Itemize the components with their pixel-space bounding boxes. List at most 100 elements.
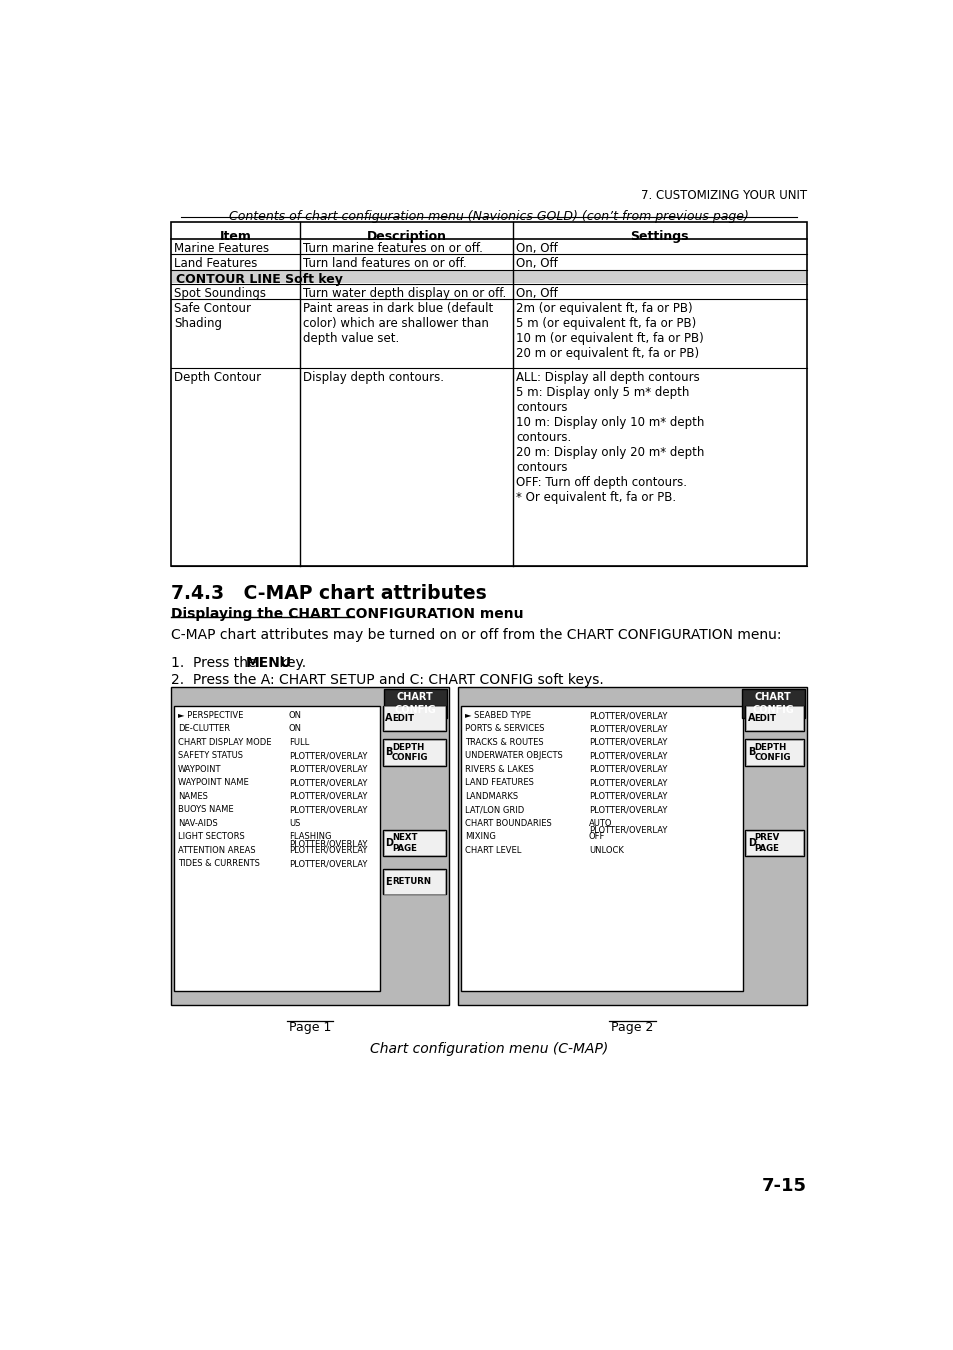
Bar bbox=[457, 687, 806, 1006]
Text: EDIT: EDIT bbox=[392, 714, 414, 722]
Bar bbox=[744, 706, 802, 732]
Text: D: D bbox=[385, 838, 393, 848]
Text: Contents of chart configuration menu (Navionics GOLD) (con’t from previous page): Contents of chart configuration menu (Na… bbox=[229, 209, 748, 223]
Text: Page 1: Page 1 bbox=[289, 1021, 331, 1034]
Text: On, Off: On, Off bbox=[516, 286, 558, 300]
Bar bbox=[745, 832, 802, 855]
Text: ► PERSPECTIVE: ► PERSPECTIVE bbox=[178, 711, 243, 720]
Text: Displaying the CHART CONFIGURATION menu: Displaying the CHART CONFIGURATION menu bbox=[171, 608, 523, 621]
Text: DEPTH
CONFIG: DEPTH CONFIG bbox=[392, 743, 428, 761]
Text: CHART
CONFIG: CHART CONFIG bbox=[394, 693, 436, 714]
Text: TIDES & CURRENTS: TIDES & CURRENTS bbox=[178, 859, 260, 868]
Bar bbox=[745, 740, 802, 765]
Text: CHART LEVEL: CHART LEVEL bbox=[464, 845, 520, 855]
Text: NAMES: NAMES bbox=[178, 792, 208, 801]
Text: PLOTTER/OVERLAY: PLOTTER/OVERLAY bbox=[289, 840, 367, 848]
Text: RETURN: RETURN bbox=[392, 878, 431, 886]
Text: Page 2: Page 2 bbox=[611, 1021, 653, 1034]
Text: LAT/LON GRID: LAT/LON GRID bbox=[464, 806, 523, 814]
Text: WAYPOINT NAME: WAYPOINT NAME bbox=[178, 779, 249, 787]
Text: Spot Soundings: Spot Soundings bbox=[174, 286, 266, 300]
Text: Turn marine features on or off.: Turn marine features on or off. bbox=[303, 242, 482, 255]
Bar bbox=[382, 869, 445, 894]
Text: B: B bbox=[747, 747, 755, 757]
Text: PORTS & SERVICES: PORTS & SERVICES bbox=[464, 725, 544, 733]
Text: 7. CUSTOMIZING YOUR UNIT: 7. CUSTOMIZING YOUR UNIT bbox=[639, 189, 806, 202]
Text: PLOTTER/OVERLAY: PLOTTER/OVERLAY bbox=[588, 792, 666, 801]
Text: PLOTTER/OVERLAY: PLOTTER/OVERLAY bbox=[588, 711, 666, 720]
Text: FULL: FULL bbox=[289, 738, 309, 747]
Text: CHART
CONFIG: CHART CONFIG bbox=[752, 693, 794, 714]
Text: ATTENTION AREAS: ATTENTION AREAS bbox=[178, 845, 255, 855]
Text: A: A bbox=[385, 713, 393, 724]
Text: FLASHING: FLASHING bbox=[289, 833, 331, 841]
Bar bbox=[383, 706, 444, 730]
Text: PLOTTER/OVERLAY: PLOTTER/OVERLAY bbox=[588, 826, 666, 834]
Text: 2.  Press the A: CHART SETUP and C: CHART CONFIG soft keys.: 2. Press the A: CHART SETUP and C: CHART… bbox=[171, 672, 603, 687]
Text: US: US bbox=[289, 819, 300, 828]
Text: On, Off: On, Off bbox=[516, 242, 558, 255]
Bar bbox=[383, 869, 444, 894]
Bar bbox=[382, 738, 445, 765]
Text: TRACKS & ROUTES: TRACKS & ROUTES bbox=[464, 738, 543, 747]
Text: RIVERS & LAKES: RIVERS & LAKES bbox=[464, 765, 534, 774]
Text: Depth Contour: Depth Contour bbox=[174, 371, 261, 385]
Text: WAYPOINT: WAYPOINT bbox=[178, 765, 221, 774]
Text: Turn water depth display on or off.: Turn water depth display on or off. bbox=[303, 286, 506, 300]
Text: 2m (or equivalent ft, fa or PB)
5 m (or equivalent ft, fa or PB)
10 m (or equiva: 2m (or equivalent ft, fa or PB) 5 m (or … bbox=[516, 302, 703, 360]
Text: PLOTTER/OVERLAY: PLOTTER/OVERLAY bbox=[588, 765, 666, 774]
Text: Chart configuration menu (C-MAP): Chart configuration menu (C-MAP) bbox=[370, 1042, 607, 1056]
Bar bbox=[382, 830, 445, 856]
Text: Paint areas in dark blue (default
color) which are shallower than
depth value se: Paint areas in dark blue (default color)… bbox=[303, 302, 493, 346]
Text: PLOTTER/OVERLAY: PLOTTER/OVERLAY bbox=[289, 792, 367, 801]
Text: UNLOCK: UNLOCK bbox=[588, 845, 623, 855]
Text: B: B bbox=[385, 747, 392, 757]
Bar bbox=[171, 221, 806, 566]
Text: PLOTTER/OVERLAY: PLOTTER/OVERLAY bbox=[289, 752, 367, 760]
Text: NAV-AIDS: NAV-AIDS bbox=[178, 819, 217, 828]
Bar bbox=[383, 688, 447, 718]
Bar bbox=[383, 832, 444, 855]
Text: Safe Contour
Shading: Safe Contour Shading bbox=[174, 302, 251, 331]
Text: EDIT: EDIT bbox=[754, 714, 776, 722]
Text: SAFETY STATUS: SAFETY STATUS bbox=[178, 752, 243, 760]
Bar bbox=[745, 706, 802, 730]
Text: On, Off: On, Off bbox=[516, 258, 558, 270]
Text: PLOTTER/OVERLAY: PLOTTER/OVERLAY bbox=[289, 845, 367, 855]
Text: ALL: Display all depth contours
5 m: Display only 5 m* depth
contours
10 m: Disp: ALL: Display all depth contours 5 m: Dis… bbox=[516, 371, 703, 505]
Text: CONTOUR LINE Soft key: CONTOUR LINE Soft key bbox=[175, 273, 342, 286]
Text: E: E bbox=[385, 876, 392, 887]
Text: MIXING: MIXING bbox=[464, 833, 496, 841]
Bar bbox=[174, 706, 380, 991]
Text: D: D bbox=[747, 838, 755, 848]
Text: ON: ON bbox=[289, 711, 302, 720]
Text: 7.4.3   C-MAP chart attributes: 7.4.3 C-MAP chart attributes bbox=[171, 585, 486, 603]
Text: MENU: MENU bbox=[245, 656, 292, 671]
Text: PLOTTER/OVERLAY: PLOTTER/OVERLAY bbox=[289, 859, 367, 868]
Text: LANDMARKS: LANDMARKS bbox=[464, 792, 517, 801]
Text: OFF: OFF bbox=[588, 833, 604, 841]
Bar bbox=[744, 738, 802, 765]
Bar bbox=[744, 830, 802, 856]
Text: ► SEABED TYPE: ► SEABED TYPE bbox=[464, 711, 530, 720]
Text: Display depth contours.: Display depth contours. bbox=[303, 371, 443, 385]
Text: DE-CLUTTER: DE-CLUTTER bbox=[178, 725, 230, 733]
Text: PLOTTER/OVERLAY: PLOTTER/OVERLAY bbox=[289, 779, 367, 787]
Text: LIGHT SECTORS: LIGHT SECTORS bbox=[178, 833, 245, 841]
Bar bbox=[460, 706, 742, 991]
Text: LAND FEATURES: LAND FEATURES bbox=[464, 779, 534, 787]
Text: ON: ON bbox=[289, 725, 302, 733]
Bar bbox=[172, 270, 805, 284]
Bar bbox=[740, 688, 804, 718]
Text: C-MAP chart attributes may be turned on or off from the CHART CONFIGURATION menu: C-MAP chart attributes may be turned on … bbox=[171, 628, 781, 641]
Text: PREV
PAGE: PREV PAGE bbox=[754, 833, 780, 853]
Text: UNDERWATER OBJECTS: UNDERWATER OBJECTS bbox=[464, 752, 562, 760]
Text: 7-15: 7-15 bbox=[760, 1177, 806, 1195]
Bar bbox=[171, 687, 448, 1006]
Text: key.: key. bbox=[274, 656, 306, 671]
Text: Description: Description bbox=[366, 230, 446, 243]
Bar bbox=[382, 706, 445, 732]
Text: Turn land features on or off.: Turn land features on or off. bbox=[303, 258, 466, 270]
Bar bbox=[383, 740, 444, 765]
Text: AUTO: AUTO bbox=[588, 819, 612, 828]
